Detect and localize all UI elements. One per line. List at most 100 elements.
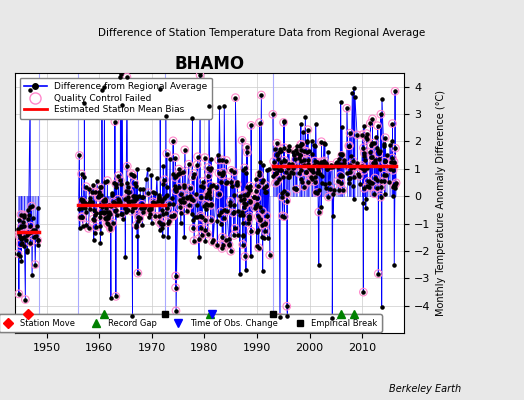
Point — [359, 145, 367, 151]
Point — [90, 236, 98, 243]
Point — [204, 164, 212, 171]
Point — [363, 130, 371, 137]
Point — [181, 146, 189, 153]
Point — [89, 216, 97, 222]
Point — [320, 158, 329, 164]
Point — [100, 84, 108, 91]
Point — [179, 168, 187, 175]
Point — [329, 191, 337, 197]
Point — [78, 214, 86, 220]
Point — [334, 178, 342, 184]
Point — [347, 153, 355, 159]
Point — [179, 199, 188, 205]
Point — [26, 87, 34, 94]
Point — [86, 194, 94, 201]
Point — [112, 181, 120, 187]
Point — [242, 200, 250, 207]
Point — [205, 102, 213, 109]
Point — [138, 194, 147, 200]
Point — [162, 184, 171, 190]
Point — [121, 205, 129, 212]
Point — [78, 214, 86, 220]
Point — [80, 100, 89, 106]
Point — [204, 192, 213, 198]
Point — [169, 200, 177, 207]
Point — [117, 71, 126, 77]
Point — [391, 182, 399, 188]
Point — [360, 123, 368, 130]
Point — [104, 214, 112, 221]
Point — [366, 149, 374, 156]
Point — [319, 159, 327, 165]
Point — [25, 230, 33, 236]
Point — [280, 118, 289, 124]
Point — [121, 196, 129, 203]
Point — [320, 158, 329, 164]
Point — [234, 231, 242, 238]
Point — [270, 164, 279, 171]
Point — [241, 253, 249, 260]
Point — [316, 160, 324, 167]
Point — [313, 189, 321, 196]
Point — [130, 198, 138, 204]
Point — [363, 136, 371, 143]
Point — [298, 141, 306, 148]
Point — [217, 221, 225, 227]
Point — [26, 229, 35, 236]
Point — [154, 198, 162, 204]
Point — [238, 241, 247, 248]
Point — [381, 134, 389, 141]
Point — [222, 236, 230, 243]
Point — [197, 194, 205, 200]
Point — [190, 170, 198, 177]
Point — [180, 234, 189, 240]
Point — [81, 200, 89, 206]
Point — [137, 205, 145, 211]
Point — [377, 184, 386, 190]
Point — [263, 167, 271, 173]
Point — [188, 174, 196, 180]
Point — [231, 225, 239, 232]
Point — [179, 168, 187, 175]
Point — [25, 212, 33, 219]
Point — [214, 157, 223, 163]
Point — [169, 212, 178, 218]
Point — [238, 212, 247, 218]
Point — [279, 119, 288, 126]
Point — [261, 220, 269, 226]
Point — [360, 153, 368, 159]
Point — [198, 214, 206, 220]
Point — [317, 138, 325, 145]
Point — [351, 94, 359, 100]
Point — [260, 220, 269, 227]
Point — [124, 198, 133, 204]
Point — [238, 241, 247, 248]
Point — [297, 121, 305, 127]
Point — [282, 303, 291, 310]
Point — [158, 198, 166, 204]
Point — [379, 143, 388, 150]
Point — [391, 88, 399, 94]
Point — [262, 182, 270, 189]
Point — [201, 201, 210, 208]
Point — [285, 174, 293, 180]
Point — [149, 201, 157, 207]
Point — [98, 208, 106, 215]
Point — [75, 214, 84, 220]
Point — [290, 152, 298, 158]
Point — [269, 173, 278, 179]
Point — [144, 190, 152, 196]
Point — [253, 195, 261, 202]
Point — [213, 152, 222, 158]
Point — [356, 180, 365, 187]
Point — [19, 219, 27, 225]
Point — [96, 214, 104, 220]
Point — [300, 162, 309, 168]
Point — [334, 163, 342, 170]
Point — [193, 214, 201, 220]
Point — [106, 224, 115, 230]
Point — [326, 186, 334, 192]
Point — [169, 138, 177, 144]
Point — [204, 202, 212, 208]
Point — [327, 162, 335, 168]
